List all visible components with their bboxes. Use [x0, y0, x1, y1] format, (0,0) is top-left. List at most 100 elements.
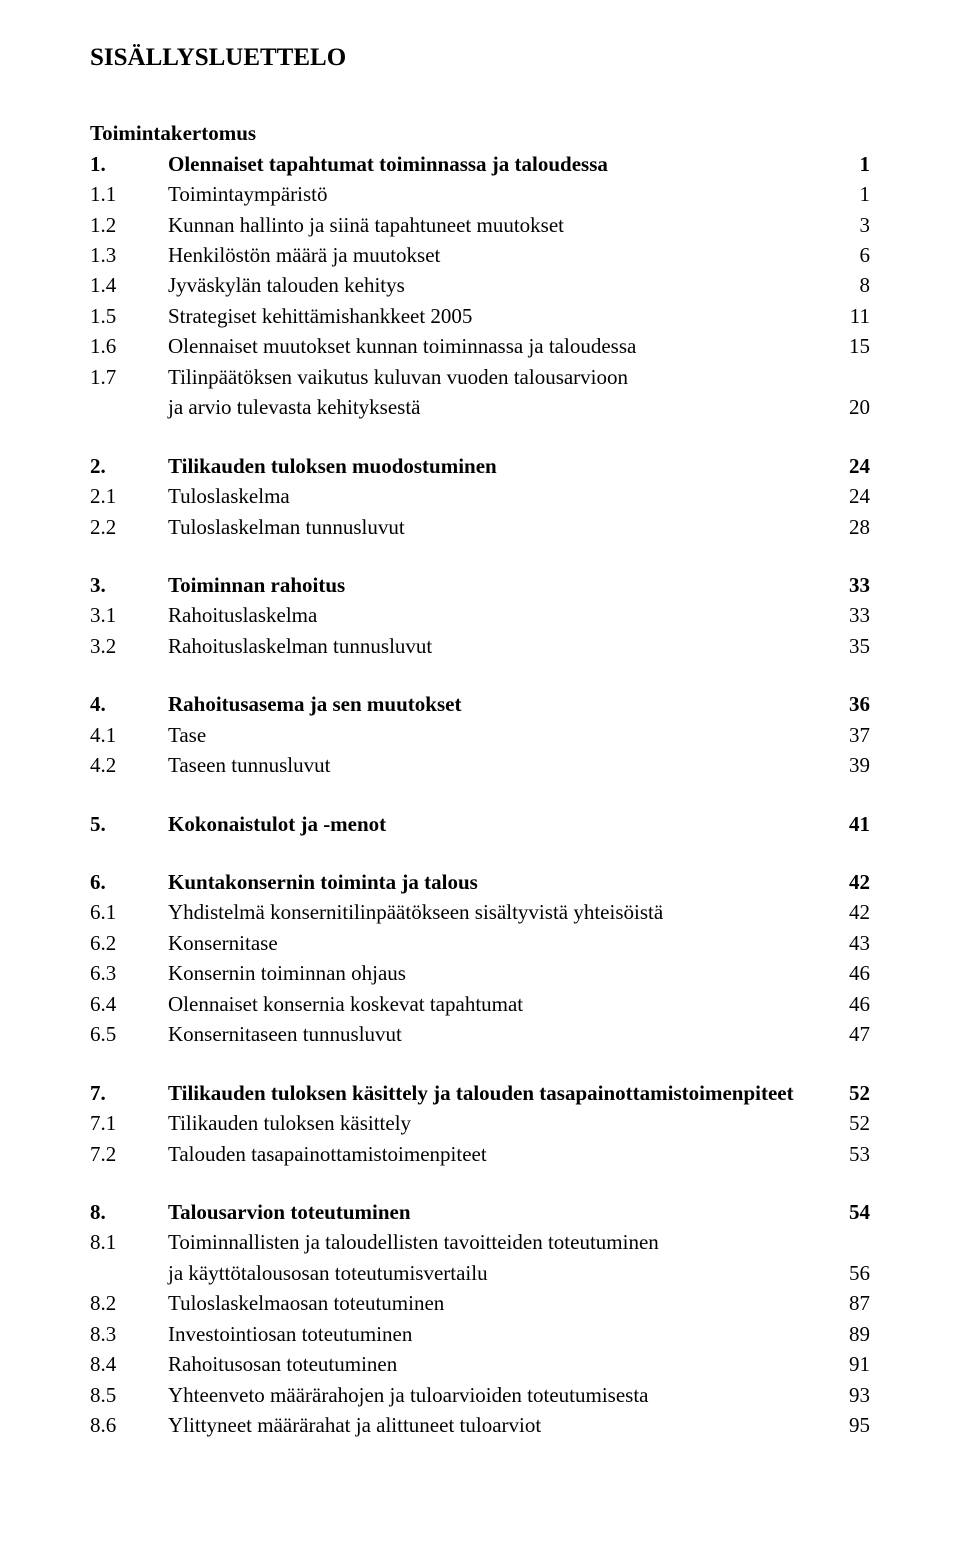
toc-section-head: 6.Kuntakonsernin toiminta ja talous42	[90, 867, 870, 897]
toc-section-number: 8.	[90, 1197, 168, 1227]
toc-section-page: 36	[820, 689, 870, 719]
toc-item-number: 1.3	[90, 240, 168, 270]
toc-item-number: 7.1	[90, 1108, 168, 1138]
toc-section-head: 8.Talousarvion toteutuminen54	[90, 1197, 870, 1227]
toc-item-number: 6.3	[90, 958, 168, 988]
toc-item-page: 39	[820, 750, 870, 780]
toc-section-page: 52	[820, 1078, 870, 1108]
toc-section-page: 24	[820, 451, 870, 481]
toc-section-head: 1.Olennaiset tapahtumat toiminnassa ja t…	[90, 149, 870, 179]
toc-item-number: 6.5	[90, 1019, 168, 1049]
toc-section-label: Tilikauden tuloksen muodostuminen	[168, 451, 820, 481]
toc-item-label: Talouden tasapainottamistoimenpiteet	[168, 1139, 820, 1169]
toc-item-label: Ylittyneet määrärahat ja alittuneet tulo…	[168, 1410, 820, 1440]
toc-item-label: Rahoituslaskelma	[168, 600, 820, 630]
toc-item-label: Tilikauden tuloksen käsittely	[168, 1108, 820, 1138]
toc-item-label-cont: ja käyttötalousosan toteutumisvertailu	[168, 1258, 820, 1288]
toc-item-page: 87	[820, 1288, 870, 1318]
toc-item-page: 89	[820, 1319, 870, 1349]
toc-item-number: 1.7	[90, 362, 168, 392]
toc-item-number: 2.2	[90, 512, 168, 542]
toc-item-label: Toiminnallisten ja taloudellisten tavoit…	[168, 1227, 870, 1257]
toc-item-label: Jyväskylän talouden kehitys	[168, 270, 820, 300]
toc-item: 8.5Yhteenveto määrärahojen ja tuloarvioi…	[90, 1380, 870, 1410]
toc-item: 1.6Olennaiset muutokset kunnan toiminnas…	[90, 331, 870, 361]
toc-item-label: Strategiset kehittämishankkeet 2005	[168, 301, 820, 331]
toc-item-page: 46	[820, 958, 870, 988]
toc-section-label: Rahoitusasema ja sen muutokset	[168, 689, 820, 719]
toc-section-number: 1.	[90, 149, 168, 179]
toc-item: 3.1Rahoituslaskelma33	[90, 600, 870, 630]
toc-item-number: 6.4	[90, 989, 168, 1019]
toc-item: 6.3Konsernin toiminnan ohjaus46	[90, 958, 870, 988]
toc-item-number: 4.2	[90, 750, 168, 780]
toc-item-page: 37	[820, 720, 870, 750]
toc-section-label: Kokonaistulot ja -menot	[168, 809, 820, 839]
toc-item: 2.2Tuloslaskelman tunnusluvut28	[90, 512, 870, 542]
toc-item-page: 53	[820, 1139, 870, 1169]
toc-item: 1.2Kunnan hallinto ja siinä tapahtuneet …	[90, 210, 870, 240]
toc-item-page: 93	[820, 1380, 870, 1410]
toc-item-label: Tuloslaskelmaosan toteutuminen	[168, 1288, 820, 1318]
toc-item-page: 1	[820, 179, 870, 209]
page-title: SISÄLLYSLUETTELO	[90, 40, 870, 76]
toc-item-page: 43	[820, 928, 870, 958]
toc-item-page: 42	[820, 897, 870, 927]
toc-item: 1.4Jyväskylän talouden kehitys8	[90, 270, 870, 300]
toc-item: 2.1Tuloslaskelma24	[90, 481, 870, 511]
toc-section-label: Olennaiset tapahtumat toiminnassa ja tal…	[168, 149, 820, 179]
toc-section-page: 1	[820, 149, 870, 179]
toc-section-number: 6.	[90, 867, 168, 897]
toc-section-label: Kuntakonsernin toiminta ja talous	[168, 867, 820, 897]
toc-section-label: Talousarvion toteutuminen	[168, 1197, 820, 1227]
toc-item: 8.4Rahoitusosan toteutuminen91	[90, 1349, 870, 1379]
toc-item-number: 8.3	[90, 1319, 168, 1349]
toc-item-number: 8.5	[90, 1380, 168, 1410]
toc-item-label: Kunnan hallinto ja siinä tapahtuneet muu…	[168, 210, 820, 240]
toc-item-number: 3.1	[90, 600, 168, 630]
toc-section-number: 2.	[90, 451, 168, 481]
toc-item-label: Tase	[168, 720, 820, 750]
toc-item-label: Taseen tunnusluvut	[168, 750, 820, 780]
toc-item-page: 15	[820, 331, 870, 361]
toc-item-label: Yhdistelmä konsernitilinpäätökseen sisäl…	[168, 897, 820, 927]
toc-item-page: 3	[820, 210, 870, 240]
toc-item-number: 3.2	[90, 631, 168, 661]
toc-item-page: 35	[820, 631, 870, 661]
toc-section-number: 4.	[90, 689, 168, 719]
toc-item: 1.1Toimintaympäristö1	[90, 179, 870, 209]
toc-item: 1.3Henkilöstön määrä ja muutokset6	[90, 240, 870, 270]
toc-item: 8.3Investointiosan toteutuminen89	[90, 1319, 870, 1349]
toc-item-page: 95	[820, 1410, 870, 1440]
toc-item: 4.1Tase37	[90, 720, 870, 750]
toc-item-page: 6	[820, 240, 870, 270]
toc-item-label: Investointiosan toteutuminen	[168, 1319, 820, 1349]
toc-item-number: 1.5	[90, 301, 168, 331]
toc-item: 8.1Toiminnallisten ja taloudellisten tav…	[90, 1227, 870, 1257]
toc-item-number: 4.1	[90, 720, 168, 750]
toc-item-label: Konsernin toiminnan ohjaus	[168, 958, 820, 988]
toc-item-page: 46	[820, 989, 870, 1019]
toc-item-label: Toimintaympäristö	[168, 179, 820, 209]
toc-item: 7.1Tilikauden tuloksen käsittely52	[90, 1108, 870, 1138]
toc-section-page: 33	[820, 570, 870, 600]
toc-section-label: Tilikauden tuloksen käsittely ja taloude…	[168, 1078, 820, 1108]
table-of-contents: 1.Olennaiset tapahtumat toiminnassa ja t…	[90, 149, 870, 1441]
toc-item-number: 1.1	[90, 179, 168, 209]
toc-item-label-cont: ja arvio tulevasta kehityksestä	[168, 392, 820, 422]
toc-section-head: 4.Rahoitusasema ja sen muutokset36	[90, 689, 870, 719]
toc-section-page: 42	[820, 867, 870, 897]
toc-item-page: 52	[820, 1108, 870, 1138]
toc-section-number: 5.	[90, 809, 168, 839]
toc-item: 7.2Talouden tasapainottamistoimenpiteet5…	[90, 1139, 870, 1169]
toc-section-head: 7.Tilikauden tuloksen käsittely ja talou…	[90, 1078, 870, 1108]
toc-item: 6.1Yhdistelmä konsernitilinpäätökseen si…	[90, 897, 870, 927]
toc-item-page: 91	[820, 1349, 870, 1379]
toc-item-page: 8	[820, 270, 870, 300]
toc-item-label: Rahoituslaskelman tunnusluvut	[168, 631, 820, 661]
toc-item: 6.5Konsernitaseen tunnusluvut47	[90, 1019, 870, 1049]
toc-item-page: 11	[820, 301, 870, 331]
document-page: SISÄLLYSLUETTELO Toimintakertomus 1.Olen…	[0, 0, 960, 1480]
toc-item-number: 8.4	[90, 1349, 168, 1379]
toc-section-number: 3.	[90, 570, 168, 600]
